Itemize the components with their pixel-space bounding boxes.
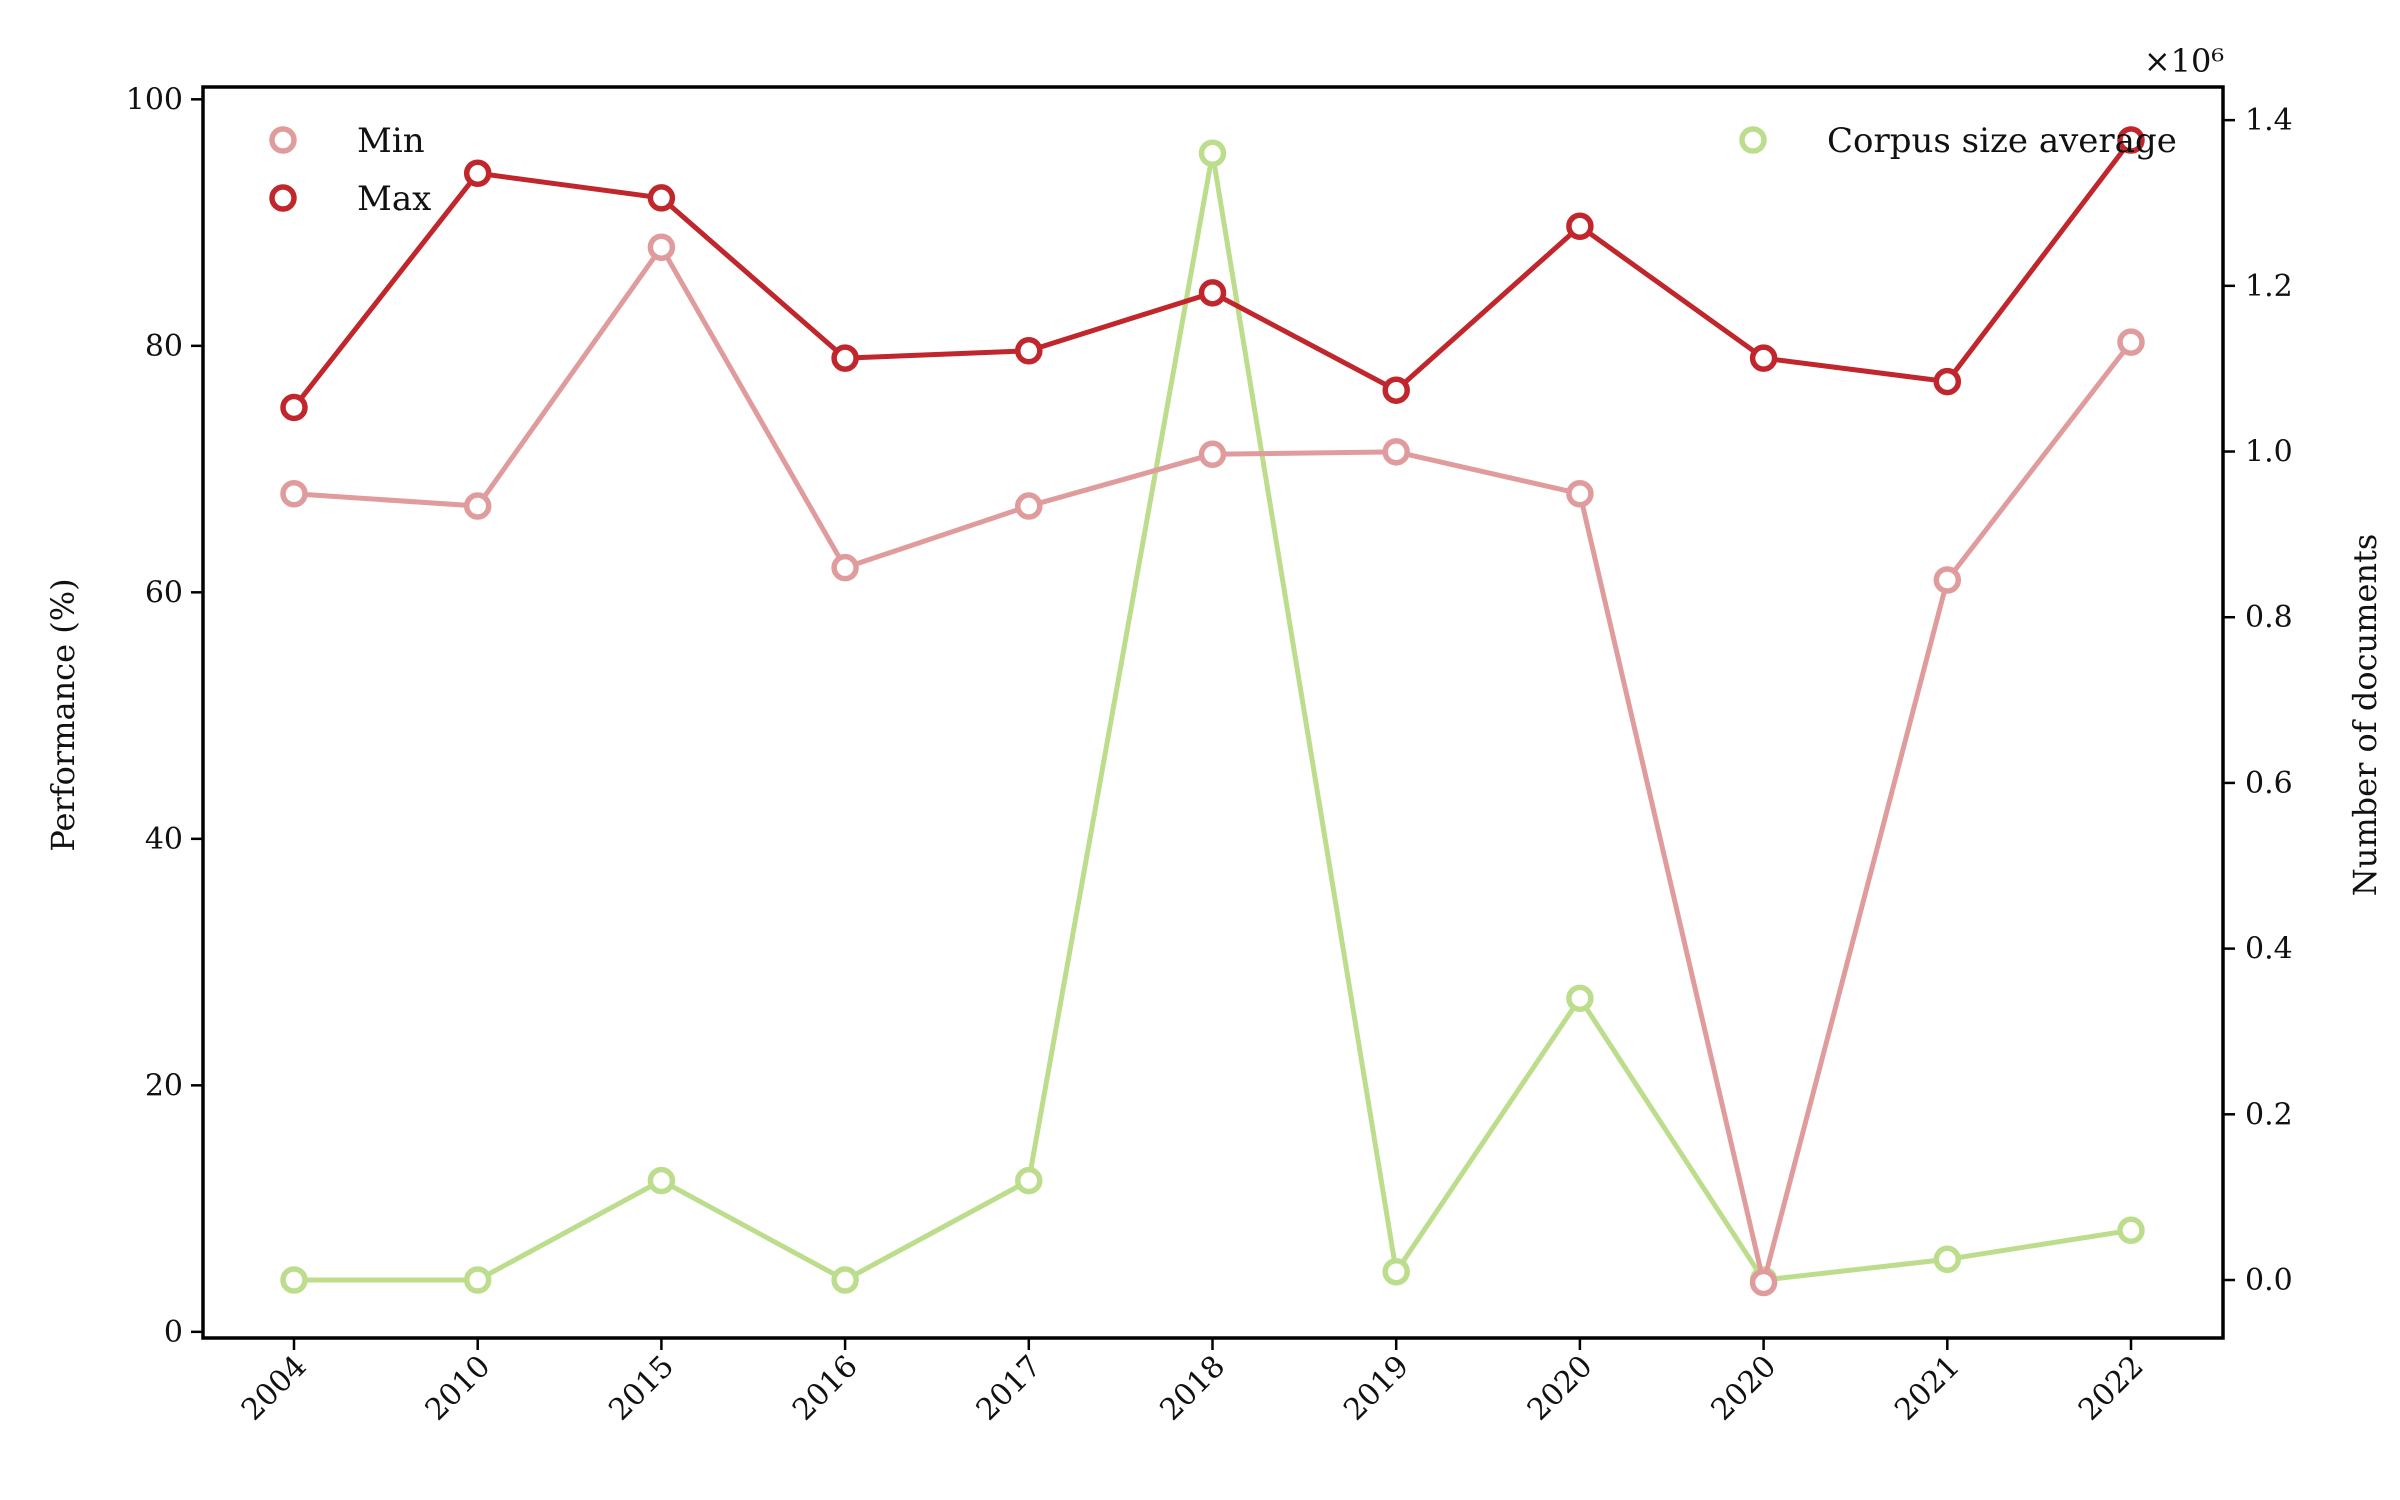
right-tick-label: 0.4 <box>2245 932 2293 967</box>
left-axis: 0 20 40 60 80 100 <box>126 82 203 1350</box>
x-tick-label: 2016 <box>786 1349 865 1428</box>
data-point <box>831 1266 859 1294</box>
left-tick-label: 100 <box>126 82 183 117</box>
data-point <box>1749 1268 1778 1297</box>
legend-marker <box>269 126 297 154</box>
right-tick-label: 1.0 <box>2245 435 2293 470</box>
legends: Min Max Corpus size average <box>269 121 2177 219</box>
data-point <box>1382 438 1410 466</box>
left-tick-label: 80 <box>145 329 183 364</box>
right-axis: 0.0 0.2 0.4 0.6 0.8 1.0 1.2 1.4 <box>2223 103 2293 1298</box>
right-tick-label: 0.8 <box>2245 600 2293 635</box>
right-tick-label: 0.6 <box>2245 766 2293 801</box>
data-point <box>1566 479 1594 508</box>
right-axis-multiplier: ×10⁶ <box>2144 42 2224 80</box>
right-tick-label: 0.0 <box>2245 1263 2293 1298</box>
data-point <box>1015 337 1043 365</box>
data-point <box>2117 126 2145 154</box>
x-tick-label: 2022 <box>2072 1349 2151 1428</box>
legend-entry: Min <box>269 121 425 161</box>
series-layer <box>280 126 2145 1297</box>
left-tick-label: 40 <box>145 822 183 857</box>
data-point <box>1382 376 1410 404</box>
data-point <box>831 553 859 582</box>
x-tick-label: 2018 <box>1153 1349 1232 1428</box>
legend-marker <box>269 184 297 212</box>
left-tick-label: 60 <box>145 575 183 610</box>
series-max <box>280 126 2145 422</box>
data-point <box>1382 1257 1410 1286</box>
data-point <box>463 1266 492 1294</box>
data-point <box>280 1266 308 1294</box>
legend-entry: Corpus size average <box>1739 121 2177 161</box>
data-point <box>647 1166 676 1195</box>
data-point <box>1015 492 1043 520</box>
series-line <box>294 150 2132 1283</box>
x-tick-label: 2004 <box>235 1349 314 1428</box>
x-tick-label: 2015 <box>602 1349 681 1428</box>
data-point <box>1566 212 1594 241</box>
data-point <box>280 393 308 422</box>
data-point <box>1933 1245 1962 1274</box>
data-point <box>1749 344 1778 372</box>
data-point <box>831 344 859 372</box>
series-corpus-size-average <box>280 139 2145 1294</box>
x-tick-label: 2021 <box>1888 1349 1967 1428</box>
x-tick-label: 2020 <box>1705 1349 1784 1428</box>
data-point <box>1015 1166 1043 1195</box>
left-tick-label: 0 <box>164 1315 183 1350</box>
data-point <box>1198 279 1227 307</box>
data-point <box>647 184 676 212</box>
series-min <box>280 233 2145 1297</box>
data-point <box>1933 367 1962 396</box>
data-point <box>280 479 308 508</box>
data-point <box>2117 1216 2145 1245</box>
legend-marker <box>1739 126 1767 154</box>
plot-area <box>201 85 2225 1340</box>
x-tick-label: 2017 <box>970 1349 1049 1428</box>
x-tick-label: 2020 <box>1521 1349 1600 1428</box>
x-axis: 2004 2010 2015 2016 2017 2018 2019 2020 2020 2021… <box>235 1338 2151 1428</box>
x-tick-label: 2019 <box>1337 1349 1416 1428</box>
data-point <box>1933 566 1962 594</box>
plot-frame <box>201 85 2225 1340</box>
right-tick-label: 0.2 <box>2245 1097 2293 1132</box>
left-axis-title: Performance (%) <box>44 578 82 851</box>
right-axis-title: Number of documents <box>2346 534 2384 897</box>
series-line <box>293 244 2133 1286</box>
data-point <box>1198 440 1227 469</box>
legend-label: Max <box>357 179 431 219</box>
right-tick-label: 1.2 <box>2245 269 2293 304</box>
data-point <box>1566 984 1594 1013</box>
data-point <box>1198 139 1227 168</box>
data-point <box>2117 328 2145 356</box>
data-point <box>463 492 492 520</box>
legend-label: Corpus size average <box>1827 121 2177 161</box>
left-tick-label: 20 <box>145 1068 183 1103</box>
legend-label: Min <box>357 121 425 161</box>
x-tick-label: 2010 <box>419 1349 498 1428</box>
right-tick-label: 1.4 <box>2245 103 2293 138</box>
series-line <box>292 138 2133 409</box>
data-point <box>463 159 492 188</box>
data-point <box>647 233 676 261</box>
legend-entry: Max <box>269 179 431 219</box>
